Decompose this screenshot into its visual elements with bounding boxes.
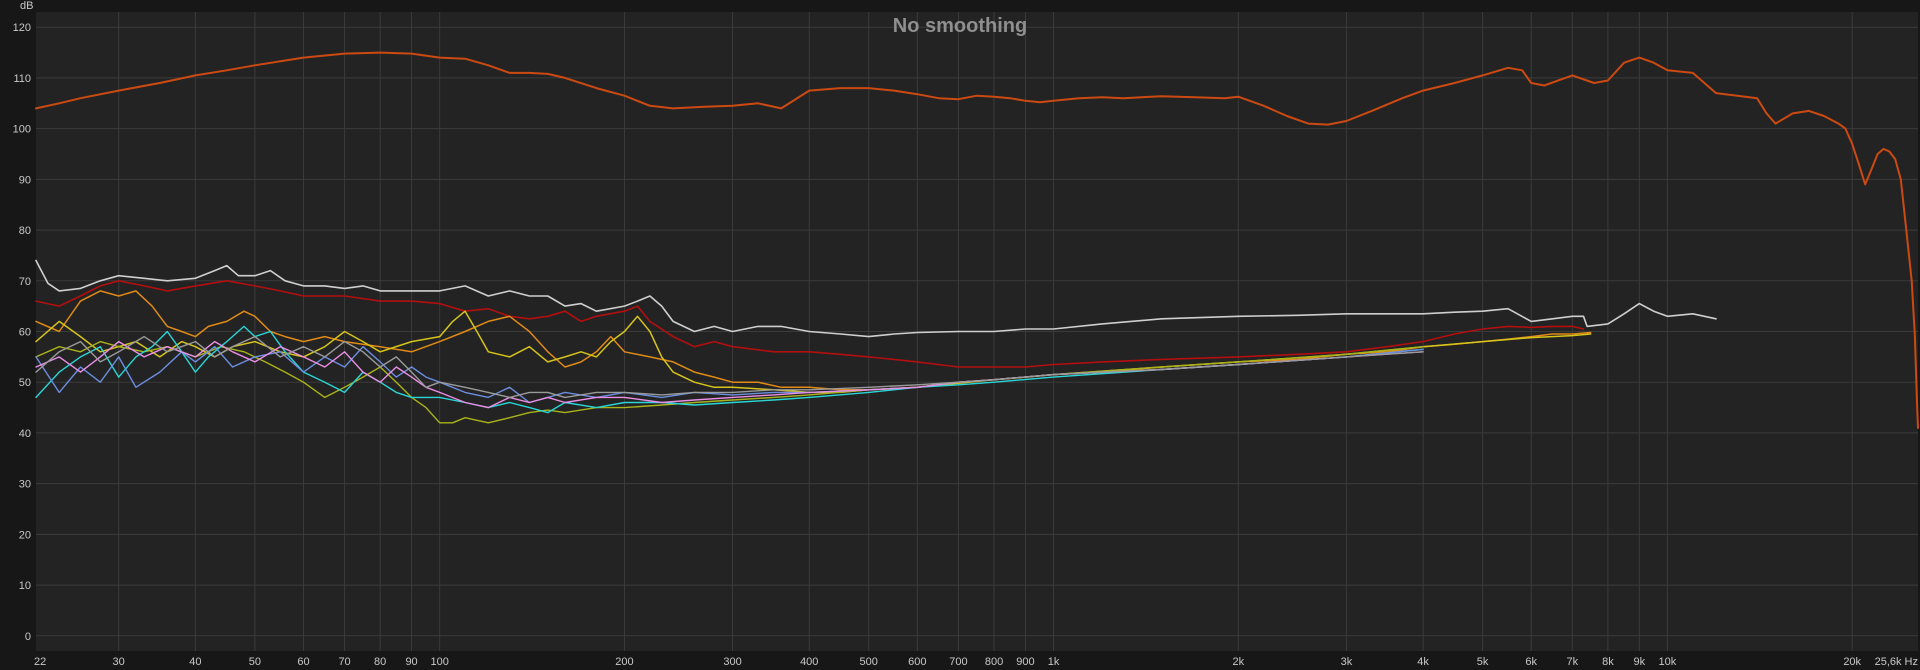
x-tick-label: 80 (374, 656, 386, 668)
y-tick-label: 60 (19, 327, 31, 339)
series-line-9 (35, 340, 1424, 409)
x-tick-label: 5k (1477, 656, 1489, 668)
x-tick-label: 90 (405, 656, 417, 668)
x-tick-label: 400 (800, 656, 818, 668)
x-tick-label: 2k (1233, 656, 1245, 668)
y-axis-label: dB (20, 0, 33, 12)
y-tick-label: 100 (13, 124, 31, 136)
x-tick-label: 4k (1417, 656, 1429, 668)
series-layer (35, 51, 1919, 429)
y-tick-label: 90 (19, 174, 31, 186)
x-tick-label: 200 (615, 656, 633, 668)
y-tick-label: 50 (19, 377, 31, 389)
x-tick-label: 70 (338, 656, 350, 668)
y-tick-label: 20 (19, 529, 31, 541)
x-tick-label: 3k (1341, 656, 1353, 668)
x-tick-label: 8k (1602, 656, 1614, 668)
x-tick-label: 22 (34, 656, 46, 668)
x-tick-label: 900 (1016, 656, 1034, 668)
x-tick-label: 1k (1048, 656, 1060, 668)
series-line-1 (35, 51, 1919, 429)
y-tick-label: 120 (13, 22, 31, 34)
series-line-2 (35, 259, 1717, 338)
series-line-10 (35, 335, 1424, 399)
series-line-4 (35, 290, 1592, 391)
x-tick-label: 10k (1659, 656, 1677, 668)
x-tick-label: 100 (430, 656, 448, 668)
y-tick-label: 40 (19, 428, 31, 440)
x-tick-label: 20k (1843, 656, 1861, 668)
y-tick-label: 30 (19, 479, 31, 491)
series-line-3 (35, 280, 1585, 368)
x-tick-label: 25,6k Hz (1875, 656, 1918, 668)
y-tick-label: 110 (13, 73, 31, 85)
y-tick-label: 70 (19, 276, 31, 288)
x-tick-label: 300 (723, 656, 741, 668)
y-tick-label: 80 (19, 225, 31, 237)
x-tick-label: 600 (908, 656, 926, 668)
x-tick-label: 30 (113, 656, 125, 668)
x-tick-label: 60 (297, 656, 309, 668)
chart-title: No smoothing (893, 15, 1027, 37)
x-tick-label: 700 (949, 656, 967, 668)
x-tick-label: 6k (1525, 656, 1537, 668)
y-tick-label: 0 (25, 631, 31, 643)
x-tick-label: 7k (1566, 656, 1578, 668)
x-tick-label: 40 (189, 656, 201, 668)
x-tick-label: 9k (1633, 656, 1645, 668)
x-tick-label: 500 (860, 656, 878, 668)
tick-labels: 0 10 20 30 40 50 60 70 80 90 100 110 120 22 30 40 50 60 70… (13, 22, 1918, 668)
series-line-7 (35, 325, 1424, 414)
y-tick-label: 10 (19, 580, 31, 592)
x-tick-label: 800 (985, 656, 1003, 668)
x-tick-label: 50 (249, 656, 261, 668)
